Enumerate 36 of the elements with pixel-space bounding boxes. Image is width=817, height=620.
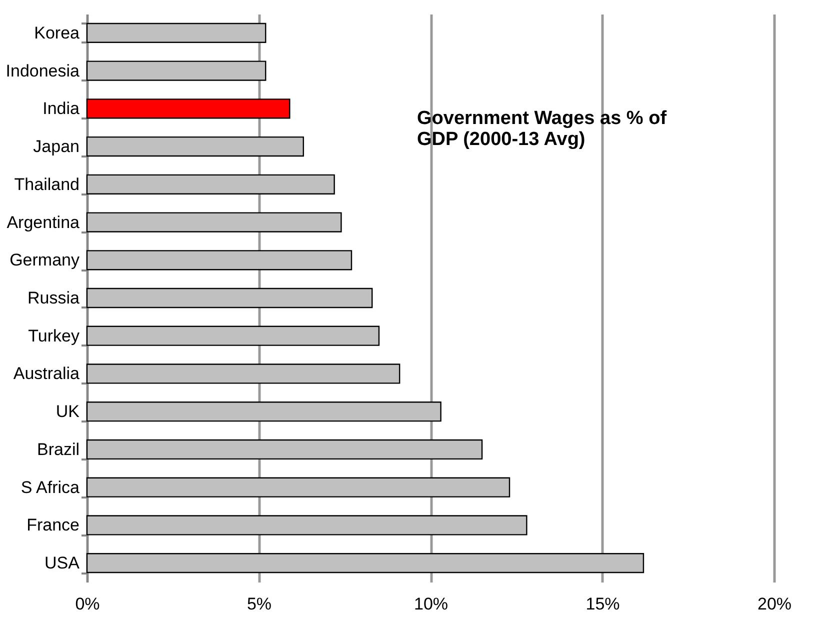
y-tick-label: Thailand xyxy=(14,174,80,194)
y-tick-label: Argentina xyxy=(6,212,80,232)
x-tick-label: 10% xyxy=(414,594,448,614)
bar xyxy=(86,439,483,460)
y-tick-label: S Africa xyxy=(20,478,80,497)
x-tick-label: 20% xyxy=(757,594,792,614)
bar xyxy=(86,402,442,422)
bar xyxy=(86,60,266,81)
bar xyxy=(86,212,342,232)
y-tick-label: Brazil xyxy=(36,440,80,459)
annotation: Government Wages as % of GDP (2000-13 Avg) xyxy=(417,108,668,150)
x-tick-label: 15% xyxy=(586,594,620,614)
y-tick-label: Korea xyxy=(34,23,80,42)
bar xyxy=(86,553,644,574)
y-tick-label: Germany xyxy=(10,250,80,270)
bar xyxy=(86,22,266,43)
y-tick-label: Russia xyxy=(28,288,80,308)
bar xyxy=(86,288,373,308)
y-tick-label: Australia xyxy=(13,364,80,384)
y-tick-label: Japan xyxy=(33,137,80,156)
bar xyxy=(86,364,400,384)
bar xyxy=(86,250,352,270)
bar xyxy=(86,326,380,346)
y-tick-label: France xyxy=(26,516,80,535)
bar xyxy=(86,477,510,498)
y-tick-label: Indonesia xyxy=(6,61,80,80)
x-tick-label: 0% xyxy=(75,594,100,614)
y-tick-label: USA xyxy=(44,554,80,573)
bar xyxy=(86,515,528,536)
x-tick-label: 5% xyxy=(246,594,272,614)
bar xyxy=(86,174,335,194)
bar xyxy=(86,136,304,157)
y-tick-label: India xyxy=(42,99,80,118)
y-tick-label: UK xyxy=(56,402,80,422)
bar xyxy=(86,98,290,119)
y-tick-label: Turkey xyxy=(28,326,80,346)
